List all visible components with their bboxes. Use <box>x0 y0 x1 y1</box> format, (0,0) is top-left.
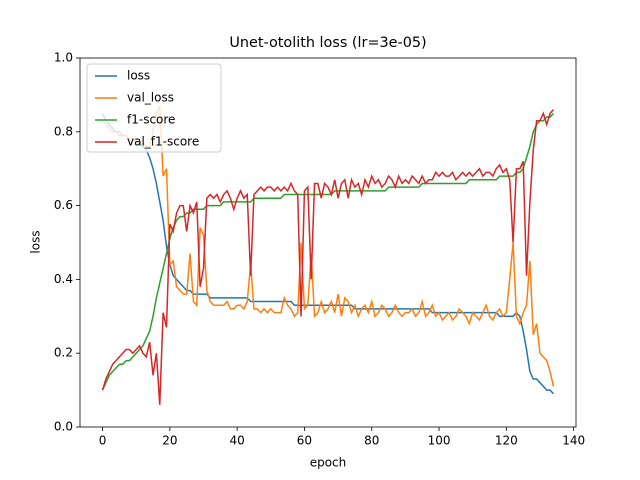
chart-title: Unet-otolith loss (lr=3e-05) <box>229 35 426 51</box>
plot-frame <box>79 57 577 428</box>
legend-label: val_f1-score <box>127 135 199 149</box>
x-tick-label: 140 <box>562 434 585 448</box>
x-tick-label: 60 <box>297 434 312 448</box>
x-tick-label: 40 <box>230 434 245 448</box>
legend-label: val_loss <box>127 91 174 105</box>
y-tick-label: 0.6 <box>54 198 73 212</box>
x-tick-label: 20 <box>162 434 177 448</box>
y-axis-label: loss <box>29 230 43 253</box>
legend-label: loss <box>127 69 150 83</box>
legend-label: f1-score <box>127 113 175 127</box>
y-tick-label: 0.8 <box>54 124 73 138</box>
y-tick-label: 0.0 <box>54 420 73 434</box>
series-line <box>101 105 555 387</box>
x-tick-label: 80 <box>364 434 379 448</box>
x-tick-label: 100 <box>428 434 451 448</box>
series-line <box>101 109 555 405</box>
series-line <box>101 113 555 395</box>
legend-box <box>86 63 222 153</box>
y-tick-label: 0.2 <box>54 346 73 360</box>
y-tick-label: 1.0 <box>54 51 73 65</box>
y-tick-label: 0.4 <box>54 272 73 286</box>
series-line <box>101 112 555 391</box>
x-axis-label: epoch <box>310 456 347 470</box>
x-tick-label: 120 <box>495 434 518 448</box>
x-tick-label: 0 <box>99 434 107 448</box>
legend: loss val_loss f1-score val_f1-score <box>86 63 222 153</box>
